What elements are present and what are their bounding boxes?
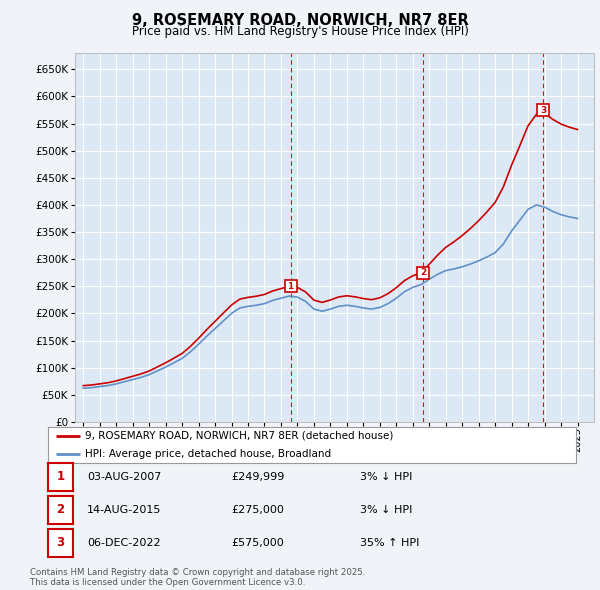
Text: 1: 1 xyxy=(56,470,65,483)
Text: 3% ↓ HPI: 3% ↓ HPI xyxy=(360,472,412,481)
Text: 2: 2 xyxy=(56,503,65,516)
Text: 06-DEC-2022: 06-DEC-2022 xyxy=(87,538,161,548)
Text: £275,000: £275,000 xyxy=(231,505,284,514)
Text: 9, ROSEMARY ROAD, NORWICH, NR7 8ER (detached house): 9, ROSEMARY ROAD, NORWICH, NR7 8ER (deta… xyxy=(85,431,394,441)
Text: 14-AUG-2015: 14-AUG-2015 xyxy=(87,505,161,514)
Text: 3: 3 xyxy=(540,106,547,114)
Text: 1: 1 xyxy=(287,282,293,291)
Text: HPI: Average price, detached house, Broadland: HPI: Average price, detached house, Broa… xyxy=(85,449,331,459)
Text: This data is licensed under the Open Government Licence v3.0.: This data is licensed under the Open Gov… xyxy=(30,578,305,587)
Text: 3: 3 xyxy=(56,536,65,549)
Text: £575,000: £575,000 xyxy=(231,538,284,548)
Text: £249,999: £249,999 xyxy=(231,472,284,481)
Text: 3% ↓ HPI: 3% ↓ HPI xyxy=(360,505,412,514)
Text: Contains HM Land Registry data © Crown copyright and database right 2025.: Contains HM Land Registry data © Crown c… xyxy=(30,568,365,577)
Text: 2: 2 xyxy=(420,268,426,277)
Text: 03-AUG-2007: 03-AUG-2007 xyxy=(87,472,161,481)
Text: 9, ROSEMARY ROAD, NORWICH, NR7 8ER: 9, ROSEMARY ROAD, NORWICH, NR7 8ER xyxy=(131,13,469,28)
Text: Price paid vs. HM Land Registry's House Price Index (HPI): Price paid vs. HM Land Registry's House … xyxy=(131,25,469,38)
Text: 35% ↑ HPI: 35% ↑ HPI xyxy=(360,538,419,548)
